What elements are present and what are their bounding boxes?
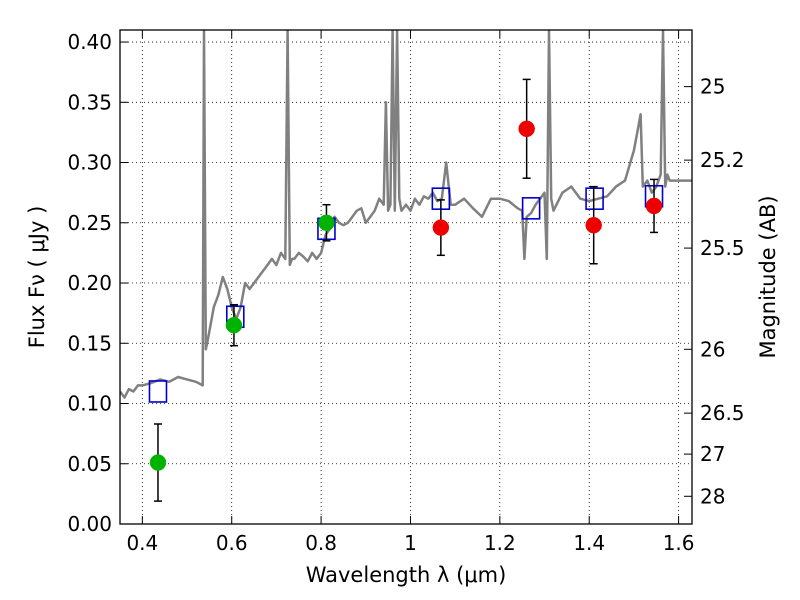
right-tick-label: 25.5: [700, 236, 745, 260]
x-tick-label: 0.4: [126, 531, 158, 555]
model-points: [148, 184, 664, 403]
y-tick-label: 0.30: [67, 151, 112, 175]
observed-points: [149, 120, 663, 471]
observed-point-optical: [318, 214, 335, 232]
plot-area: [120, 30, 692, 524]
y-tick-label: 0.40: [67, 30, 112, 54]
observed-point-nir: [518, 120, 535, 138]
model-point: [521, 197, 541, 220]
observed-point-optical: [225, 316, 243, 334]
y-tick-label: 0.05: [67, 452, 112, 476]
observed-point-optical: [149, 454, 167, 471]
x-tick-label: 1: [404, 531, 417, 555]
observed-point-nir: [432, 219, 450, 236]
tick-labels: 0.4 0.6 0.8 1 1.2 1.4 1.6 0.00 0.05 0.10 0.15 0.20 0…: [67, 30, 744, 555]
model-spectrum-line: [120, 30, 692, 399]
y-tick-label: 0.25: [67, 211, 112, 235]
right-tick-label: 26: [700, 337, 725, 361]
y-tick-label: 0.15: [67, 331, 112, 355]
x-tick-label: 1.6: [663, 531, 695, 555]
x-tick-label: 1.2: [484, 531, 516, 555]
y-tick-label: 0.00: [67, 512, 112, 536]
observed-point-nir: [585, 216, 602, 234]
x-tick-label: 1.4: [573, 531, 605, 555]
y-tick-label: 0.10: [67, 392, 112, 416]
right-axis-title: Magnitude (AB): [756, 195, 780, 358]
y-tick-label: 0.20: [67, 271, 112, 295]
y-tick-label: 0.35: [67, 90, 112, 114]
model-point: [148, 380, 168, 403]
x-tick-label: 0.8: [305, 531, 337, 555]
right-tick-label: 28: [700, 484, 725, 508]
right-tick-label: 25.2: [700, 148, 745, 172]
x-tick-label: 0.6: [216, 531, 248, 555]
plot-frame: [119, 29, 693, 525]
x-axis-title: Wavelength λ (μm): [306, 563, 507, 587]
right-tick-label: 25: [700, 75, 725, 99]
axis-ticks: [120, 30, 692, 525]
right-tick-label: 27: [700, 442, 725, 466]
y-axis-title: Flux Fν ( μJy ): [25, 206, 49, 349]
right-tick-label: 26.5: [700, 401, 745, 425]
observed-point-nir: [645, 197, 663, 215]
model-point: [585, 187, 604, 210]
